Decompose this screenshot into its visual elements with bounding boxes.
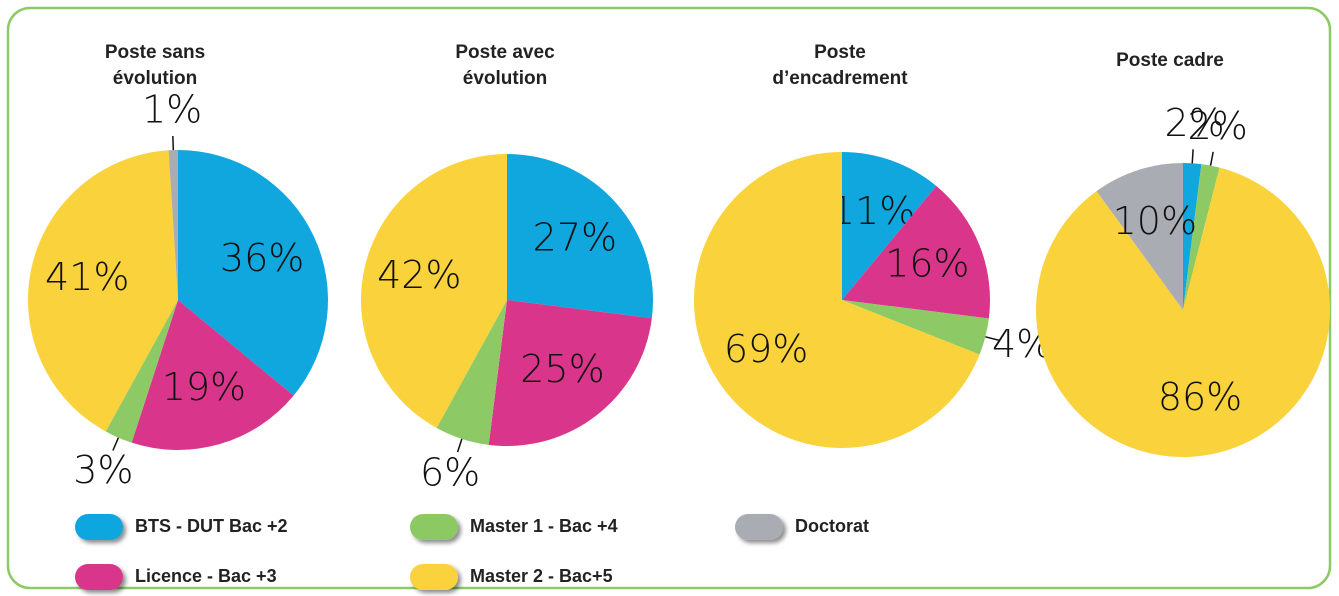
pie-slice	[842, 185, 990, 319]
value-label: 19%	[162, 365, 246, 409]
leader-line	[985, 336, 1000, 342]
pie-slice	[168, 150, 178, 300]
pie-title: Poste sans évolution	[104, 42, 206, 89]
legend-swatch	[410, 514, 458, 540]
pie-title: Poste avec évolution	[455, 42, 555, 89]
value-label: 42%	[377, 253, 461, 297]
pie-slice	[1096, 163, 1183, 310]
pie-slice	[842, 300, 989, 355]
leader-line	[1191, 149, 1194, 164]
value-label: 86%	[1158, 375, 1242, 419]
value-label: 11%	[831, 189, 915, 233]
value-label: 1%	[142, 88, 202, 132]
value-label: 10%	[1113, 199, 1197, 243]
value-label: 25%	[520, 347, 604, 391]
leader-line	[456, 438, 463, 453]
pie-slice	[488, 300, 652, 446]
pie-title: Poste cadre	[1116, 50, 1224, 71]
legend-label: BTS - DUT Bac +2	[135, 516, 288, 536]
value-label: 69%	[724, 327, 808, 371]
pie-slice	[436, 300, 507, 445]
pie-slice	[178, 150, 328, 396]
pie-title: Poste d’encadrement	[772, 42, 908, 89]
legend-label: Licence - Bac +3	[135, 566, 277, 586]
value-label: 3%	[73, 448, 133, 492]
pie-slice	[694, 152, 980, 448]
frame	[6, 6, 1332, 590]
value-label: 36%	[220, 236, 304, 280]
pie-slice	[842, 152, 937, 300]
pie-slice	[1183, 163, 1202, 310]
legend-swatch	[410, 564, 458, 590]
pie-slice	[27, 150, 178, 432]
value-label: 27%	[533, 216, 617, 260]
pie-slice	[131, 300, 294, 451]
legend-swatch	[735, 514, 783, 540]
pie-slice	[361, 154, 507, 428]
value-label: 16%	[885, 242, 969, 286]
leader-line	[1209, 151, 1214, 166]
legend-label: Master 1 - Bac +4	[470, 516, 618, 536]
pie-slice	[1183, 164, 1220, 310]
legend-swatch	[75, 514, 123, 540]
pie-slice	[105, 300, 178, 443]
value-label: 2%	[1164, 101, 1224, 145]
legend-label: Doctorat	[795, 516, 869, 536]
value-label: 2%	[1188, 104, 1248, 148]
leader-line	[112, 437, 120, 451]
value-label: 6%	[420, 450, 480, 494]
value-label: 41%	[45, 255, 129, 299]
pie-slice	[507, 154, 654, 319]
legend-swatch	[75, 564, 123, 590]
pie-slice	[1036, 167, 1330, 457]
legend-label: Master 2 - Bac+5	[470, 566, 613, 586]
